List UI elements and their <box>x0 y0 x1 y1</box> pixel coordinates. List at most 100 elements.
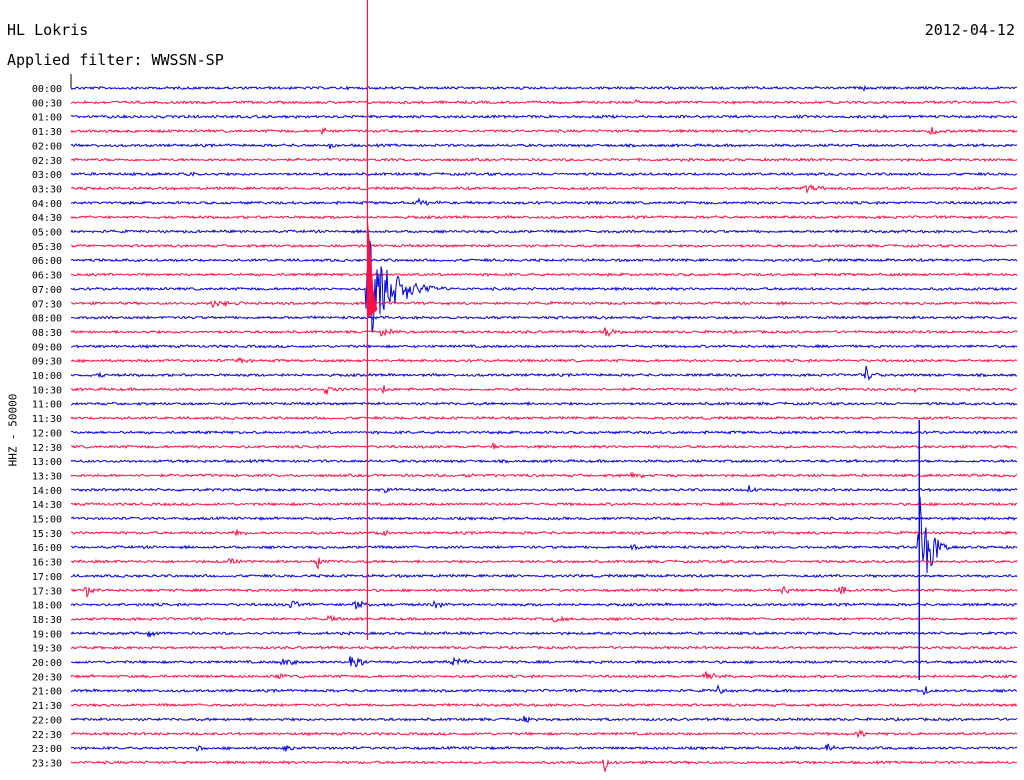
row-time-label: 23:00 <box>32 744 62 755</box>
row-time-label: 06:30 <box>32 271 62 282</box>
trace-1500 <box>70 516 1018 522</box>
row-time-label: 04:30 <box>32 213 62 224</box>
trace-0600 <box>70 257 1018 263</box>
trace-1400 <box>70 485 1018 494</box>
row-time-label: 05:30 <box>32 242 62 253</box>
trace-1430 <box>70 501 1018 507</box>
trace-0700 <box>70 241 1018 333</box>
row-time-label: 10:30 <box>32 385 62 396</box>
trace-1030 <box>71 385 1018 395</box>
trace-0300 <box>70 171 1018 177</box>
row-time-label: 05:00 <box>32 228 62 239</box>
trace-1730 <box>70 585 1018 599</box>
trace-2300 <box>70 743 1018 752</box>
row-time-label: 16:30 <box>32 558 62 569</box>
row-time-label: 08:30 <box>32 328 62 339</box>
trace-1600 <box>70 496 1018 574</box>
trace-0030 <box>70 99 1017 106</box>
trace-0900 <box>71 343 1018 349</box>
trace-2100 <box>70 684 1018 696</box>
row-time-label: 21:00 <box>32 687 62 698</box>
row-time-label: 09:30 <box>32 357 62 368</box>
row-time-label: 19:00 <box>32 629 62 640</box>
trace-0630 <box>70 272 1018 278</box>
trace-2330 <box>70 758 1017 772</box>
row-time-label: 11:00 <box>32 400 62 411</box>
trace-1230 <box>70 441 1018 450</box>
row-time-label: 07:30 <box>32 299 62 310</box>
trace-2230 <box>70 729 1018 738</box>
row-time-label: 03:00 <box>32 170 62 181</box>
trace-0200 <box>70 142 1018 150</box>
row-time-label: 04:00 <box>32 199 62 210</box>
row-time-label: 15:30 <box>32 529 62 540</box>
row-time-label: 14:00 <box>32 486 62 497</box>
trace-0100 <box>70 114 1018 120</box>
row-time-label: 19:30 <box>32 644 62 655</box>
row-time-label: 08:00 <box>32 314 62 325</box>
trace-1100 <box>70 401 1018 407</box>
trace-0430 <box>70 214 1018 220</box>
trace-1000 <box>70 365 1018 381</box>
row-time-label: 01:30 <box>32 127 62 138</box>
trace-2200 <box>70 715 1018 723</box>
trace-1330 <box>70 471 1018 479</box>
trace-1900 <box>70 630 1018 638</box>
trace-0530 <box>70 243 1018 249</box>
trace-0830 <box>70 327 1018 338</box>
row-time-label: 03:30 <box>32 184 62 195</box>
row-time-label: 12:30 <box>32 443 62 454</box>
trace-1800 <box>70 600 1018 610</box>
row-time-label: 20:30 <box>32 672 62 683</box>
row-time-label: 22:30 <box>32 730 62 741</box>
row-time-label: 12:00 <box>32 428 62 439</box>
row-time-label: 16:00 <box>32 543 62 554</box>
row-time-label: 14:30 <box>32 500 62 511</box>
trace-0800 <box>70 315 1018 321</box>
row-time-label: 02:30 <box>32 156 62 167</box>
row-time-label: 17:30 <box>32 586 62 597</box>
trace-1530 <box>70 529 1018 537</box>
row-time-label: 18:00 <box>32 601 62 612</box>
row-time-label: 23:30 <box>32 758 62 769</box>
trace-1130 <box>70 415 1018 421</box>
row-time-label: 02:00 <box>32 141 62 152</box>
trace-1300 <box>70 458 1018 464</box>
trace-1930 <box>70 644 1018 651</box>
trace-1700 <box>70 573 1018 579</box>
trace-0130 <box>70 126 1018 136</box>
row-time-label: 00:30 <box>32 98 62 109</box>
trace-1200 <box>70 429 1018 435</box>
row-time-label: 17:00 <box>32 572 62 583</box>
row-time-label: 10:00 <box>32 371 62 382</box>
row-time-label: 21:30 <box>32 701 62 712</box>
row-time-label: 18:30 <box>32 615 62 626</box>
trace-0330 <box>70 184 1018 194</box>
trace-0930 <box>70 356 1018 365</box>
row-time-label: 11:30 <box>32 414 62 425</box>
trace-0730 <box>70 299 1018 309</box>
event-body-07 <box>367 215 378 318</box>
trace-1630 <box>71 557 1018 571</box>
row-time-label: 07:00 <box>32 285 62 296</box>
trace-0000 <box>70 84 1017 92</box>
trace-0230 <box>70 157 1018 163</box>
row-time-label: 15:00 <box>32 515 62 526</box>
trace-2000 <box>70 656 1018 668</box>
row-time-label: 06:00 <box>32 256 62 267</box>
filter-label: Applied filter: WWSSN-SP <box>7 51 224 69</box>
station-name: HL Lokris <box>7 21 89 39</box>
row-time-label: 01:00 <box>32 113 62 124</box>
trace-0400 <box>70 197 1018 206</box>
row-time-label: 20:00 <box>32 658 62 669</box>
row-time-label: 13:00 <box>32 457 62 468</box>
trace-2030 <box>70 671 1018 680</box>
trace-2130 <box>70 702 1018 708</box>
row-time-label: 00:00 <box>32 84 62 95</box>
record-date: 2012-04-12 <box>924 21 1015 39</box>
row-time-label: 22:00 <box>32 715 62 726</box>
row-time-label: 13:30 <box>32 471 62 482</box>
trace-0500 <box>70 228 1018 235</box>
row-time-label: 09:00 <box>32 342 62 353</box>
